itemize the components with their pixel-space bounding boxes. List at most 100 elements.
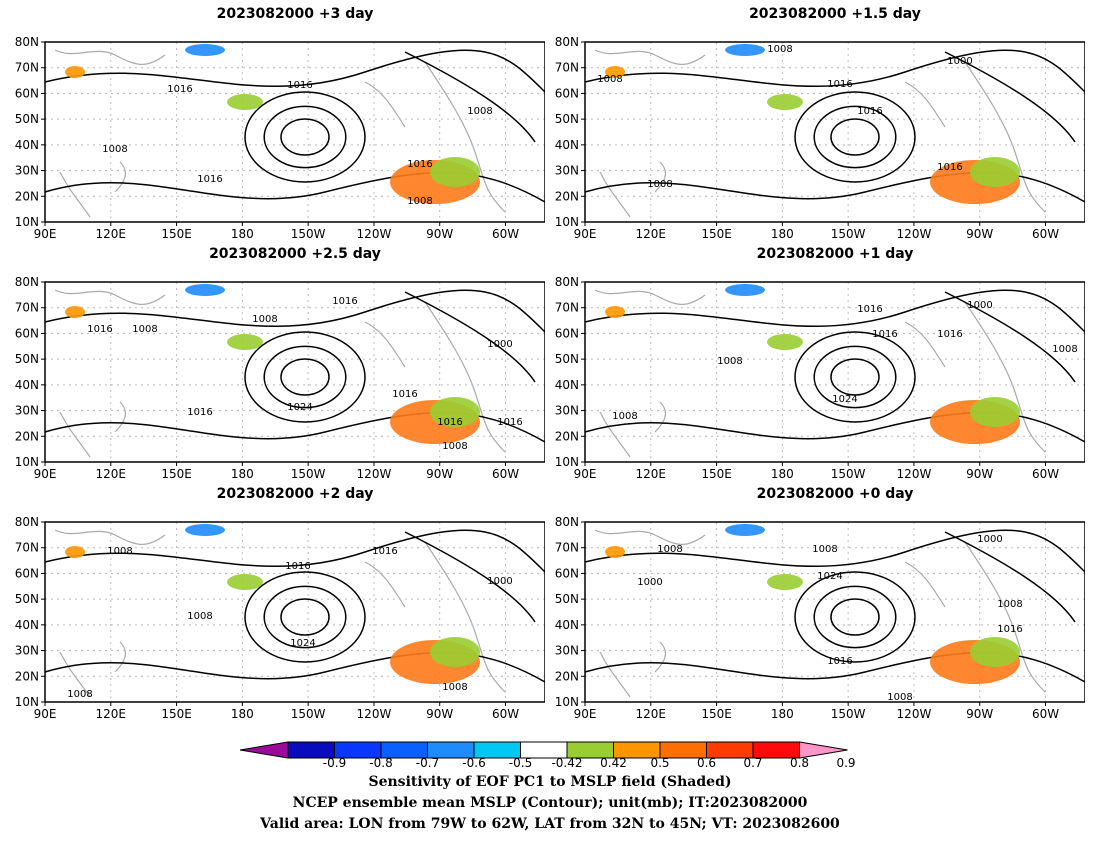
contour-label: 1008: [442, 682, 467, 693]
contour-label: 1016: [332, 296, 357, 307]
contour-label: 1008: [187, 611, 212, 622]
lat-tick-label: 50N: [15, 352, 39, 366]
lat-tick-label: 60N: [15, 86, 39, 100]
contour-label: 1024: [817, 571, 842, 582]
map-panel-6: 1008 1008 1000 1024 1000 1008 1016 1016 1008 80N 7…: [540, 510, 1085, 722]
lon-tick-label: 150W: [291, 707, 326, 721]
contour-label: 1008: [767, 44, 792, 55]
lat-tick-label: 50N: [555, 112, 579, 126]
colorbar-tick-label: -0.5: [508, 756, 533, 770]
contour-label: 1016: [187, 407, 212, 418]
contour-label: 1016: [857, 106, 882, 117]
lat-tick-label: 50N: [555, 592, 579, 606]
lon-tick-label: 150W: [831, 707, 866, 721]
lat-tick-label: 50N: [15, 112, 39, 126]
lat-tick-label: 60N: [555, 566, 579, 580]
contour-label: 1016: [827, 79, 852, 90]
contour-label: 1008: [467, 106, 492, 117]
contour-label: 1016: [372, 546, 397, 557]
lon-tick-label: 150W: [831, 467, 866, 481]
contour-label: 1008: [887, 692, 912, 703]
colorbar-tick-label: 0.5: [650, 756, 670, 770]
contour-label: 1016: [87, 324, 112, 335]
lon-tick-label: 60W: [492, 707, 519, 721]
lon-tick-label: 90W: [426, 707, 453, 721]
lat-tick-label: 70N: [555, 541, 579, 555]
contour-label: 1008: [717, 356, 742, 367]
lat-tick-label: 20N: [15, 189, 39, 203]
lon-tick-label: 180: [771, 467, 794, 481]
lon-tick-label: 150E: [161, 227, 192, 241]
lon-tick-label: 120E: [96, 707, 127, 721]
lat-tick-label: 70N: [555, 301, 579, 315]
lon-tick-label: 150W: [831, 227, 866, 241]
contour-label: 1016: [872, 329, 897, 340]
contour-label: 1000: [487, 339, 512, 350]
lat-tick-label: 80N: [15, 275, 39, 289]
lat-tick-label: 10N: [555, 695, 579, 709]
lat-tick-label: 40N: [555, 138, 579, 152]
caption-line-1: Sensitivity of EOF PC1 to MSLP field (Sh…: [368, 774, 732, 790]
lat-tick-label: 40N: [15, 618, 39, 632]
colorbar-tick-label: -0.7: [415, 756, 440, 770]
lon-tick-label: 120W: [897, 707, 932, 721]
lat-tick-label: 70N: [555, 61, 579, 75]
contour-label: 1016: [285, 561, 310, 572]
contour-label: 1008: [612, 411, 637, 422]
contour-label: 1008: [597, 74, 622, 85]
colorbar-tick-label: -0.8: [369, 756, 393, 770]
contour-label: 1016: [437, 417, 462, 428]
lat-tick-label: 30N: [15, 164, 39, 178]
panel-title-4: 2023082000 +1 day: [756, 246, 914, 262]
colorbar-tick-label: -0.42: [551, 756, 583, 770]
lon-tick-label: 180: [771, 227, 794, 241]
lon-tick-label: 90W: [966, 707, 993, 721]
contour-label: 1000: [947, 56, 972, 67]
lat-tick-label: 30N: [15, 404, 39, 418]
lat-tick-label: 50N: [555, 352, 579, 366]
contour-label: 1008: [102, 144, 127, 155]
lon-tick-label: 150E: [161, 707, 192, 721]
lon-tick-label: 90W: [426, 227, 453, 241]
lon-tick-label: 120E: [96, 467, 127, 481]
caption-line-3: Valid area: LON from 79W to 62W, LAT fro…: [260, 816, 840, 832]
lon-tick-label: 180: [771, 707, 794, 721]
contour-label: 1000: [637, 577, 662, 588]
contour-label: 1008: [132, 324, 157, 335]
contour-label: 1016: [497, 417, 522, 428]
lon-tick-label: 60W: [492, 467, 519, 481]
lon-tick-label: 90E: [34, 467, 57, 481]
lat-tick-label: 10N: [555, 455, 579, 469]
lat-tick-label: 10N: [15, 455, 39, 469]
map-panel-4: 1016 1000 1016 1008 1016 1008 1024 1008 80N 70N 60…: [540, 270, 1085, 482]
colorbar-tick-label: 0.7: [743, 756, 763, 770]
lat-tick-label: 20N: [15, 429, 39, 443]
lat-tick-label: 30N: [15, 644, 39, 658]
lat-tick-label: 20N: [555, 189, 579, 203]
lon-tick-label: 90W: [966, 227, 993, 241]
lon-tick-label: 120E: [636, 707, 667, 721]
colorbar: [240, 740, 860, 760]
lat-tick-label: 60N: [555, 86, 579, 100]
lat-tick-label: 40N: [555, 618, 579, 632]
lat-tick-label: 70N: [15, 61, 39, 75]
contour-label: 1000: [487, 576, 512, 587]
lat-tick-label: 30N: [555, 644, 579, 658]
contour-label: 1024: [287, 402, 312, 413]
lat-tick-label: 70N: [15, 301, 39, 315]
lat-tick-label: 40N: [555, 378, 579, 392]
lon-tick-label: 90E: [574, 227, 597, 241]
lon-tick-label: 90W: [966, 467, 993, 481]
contour-label: 1008: [812, 544, 837, 555]
contour-label: 1008: [442, 441, 467, 452]
contour-label: 1016: [167, 84, 192, 95]
panel-title-6: 2023082000 +0 day: [756, 486, 914, 502]
contour-label: 1008: [407, 196, 432, 207]
lat-tick-label: 80N: [15, 35, 39, 49]
contour-label: 1016: [287, 80, 312, 91]
contour-label: 1008: [1052, 344, 1077, 355]
lat-tick-label: 30N: [555, 164, 579, 178]
panel-title-5: 2023082000 +2 day: [216, 486, 374, 502]
contour-label: 1000: [967, 300, 992, 311]
lon-tick-label: 120E: [96, 227, 127, 241]
